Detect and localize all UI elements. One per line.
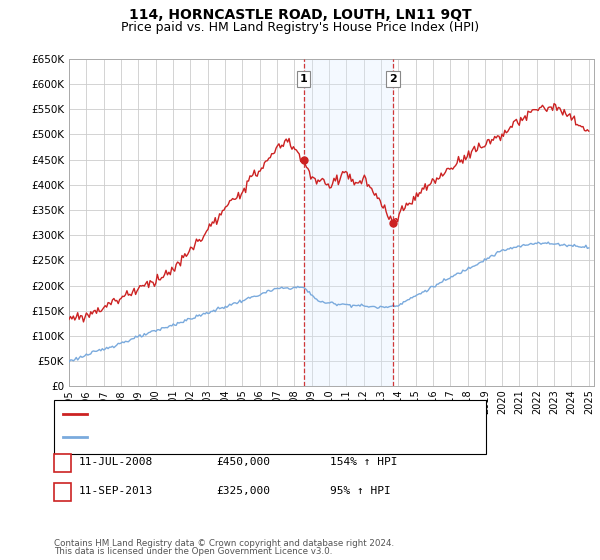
Text: 154% ↑ HPI: 154% ↑ HPI [330, 457, 398, 467]
Bar [304, 59, 393, 386]
Text: £325,000: £325,000 [216, 486, 270, 496]
Text: HPI: Average price, detached house, East Lindsey: HPI: Average price, detached house, East… [91, 432, 362, 442]
Text: This data is licensed under the Open Government Licence v3.0.: This data is licensed under the Open Gov… [54, 547, 332, 556]
Text: 1: 1 [300, 74, 308, 84]
Text: 2: 2 [59, 486, 66, 496]
Text: Contains HM Land Registry data © Crown copyright and database right 2024.: Contains HM Land Registry data © Crown c… [54, 539, 394, 548]
Text: 11-SEP-2013: 11-SEP-2013 [79, 486, 154, 496]
Text: 95% ↑ HPI: 95% ↑ HPI [330, 486, 391, 496]
Text: 11-JUL-2008: 11-JUL-2008 [79, 457, 154, 467]
Text: 114, HORNCASTLE ROAD, LOUTH, LN11 9QT (detached house): 114, HORNCASTLE ROAD, LOUTH, LN11 9QT (d… [91, 409, 433, 419]
Text: 114, HORNCASTLE ROAD, LOUTH, LN11 9QT: 114, HORNCASTLE ROAD, LOUTH, LN11 9QT [128, 8, 472, 22]
Text: Price paid vs. HM Land Registry's House Price Index (HPI): Price paid vs. HM Land Registry's House … [121, 21, 479, 34]
Text: 1: 1 [59, 457, 66, 467]
Text: £450,000: £450,000 [216, 457, 270, 467]
Text: 2: 2 [389, 74, 397, 84]
